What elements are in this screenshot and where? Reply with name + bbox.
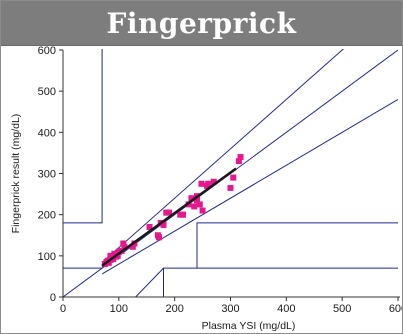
y-tick-label-0: 0: [50, 292, 56, 304]
data-point-20: [156, 234, 163, 241]
data-point-34: [199, 207, 206, 214]
x-tick-label-500: 500: [333, 303, 351, 315]
data-point-15: [121, 243, 128, 250]
data-point-28: [188, 195, 195, 202]
data-point-29: [191, 203, 198, 210]
data-point-39: [230, 174, 237, 181]
data-point-22: [160, 221, 167, 228]
data-point-40: [235, 158, 242, 165]
data-point-38: [227, 184, 234, 191]
x-tick-label-600: 600: [389, 303, 402, 315]
data-point-33: [198, 180, 205, 187]
data-point-36: [205, 180, 212, 187]
y-tick-label-600: 600: [38, 45, 56, 57]
zone-line-7: [135, 267, 398, 297]
x-tick-label-0: 0: [60, 303, 66, 315]
y-tick-label-400: 400: [38, 127, 56, 139]
fit-line: [101, 167, 237, 267]
data-point-24: [166, 209, 173, 216]
x-tick-label-400: 400: [277, 303, 295, 315]
data-point-16: [129, 243, 136, 250]
y-tick-label-100: 100: [38, 251, 56, 263]
zone-line-2: [101, 49, 345, 263]
zone-line-3: [101, 98, 398, 275]
data-point-26: [180, 211, 187, 218]
data-point-32: [196, 201, 203, 208]
title-banner: Fingerprick: [1, 1, 402, 46]
zone-line-4: [63, 49, 103, 224]
data-point-30: [194, 197, 200, 204]
x-tick-label-300: 300: [221, 303, 239, 315]
y-axis-label: Fingerprick result (mg/dL): [10, 114, 22, 234]
chart-title: Fingerprick: [106, 6, 297, 40]
y-tick-label-300: 300: [38, 169, 56, 181]
data-point-37: [210, 178, 217, 185]
x-tick-label-200: 200: [165, 303, 183, 315]
data-point-18: [146, 224, 153, 231]
zone-line-6: [196, 222, 398, 269]
y-tick-label-200: 200: [38, 210, 56, 222]
data-point-41: [237, 154, 244, 161]
data-point-14: [120, 240, 127, 247]
x-tick-label-100: 100: [110, 303, 128, 315]
y-tick-label-500: 500: [38, 86, 56, 98]
x-axis-label: Plasma YSI (mg/dL): [202, 320, 296, 332]
